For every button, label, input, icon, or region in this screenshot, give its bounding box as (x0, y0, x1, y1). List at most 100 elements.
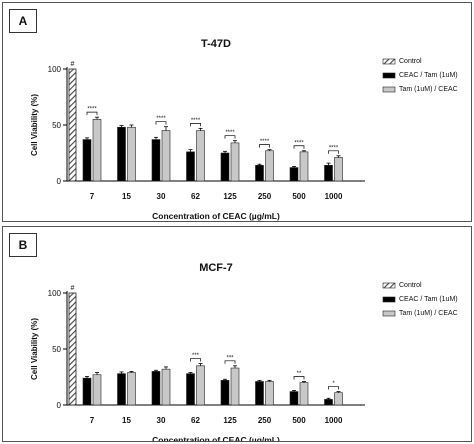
bar-ceac-tam (186, 151, 195, 182)
panel-letter-b: B (9, 233, 37, 257)
x-tick-label: 1000 (325, 192, 343, 201)
bar-tam-ceac (92, 374, 102, 406)
bar-ceac-tam (151, 139, 161, 182)
significance-bracket (155, 121, 167, 125)
bar-tam-ceac (265, 150, 274, 182)
significance-bracket (328, 150, 339, 154)
bar-ceac-tam (220, 380, 230, 406)
x-tick-label: 7 (90, 416, 95, 425)
y-tick-label: 50 (52, 345, 61, 354)
x-tick-label: 500 (292, 192, 306, 201)
y-axis-label: Cell Viability (%) (30, 318, 39, 380)
significance-bracket (190, 123, 201, 127)
x-axis-label: Concentration of CEAC (µg/mL) (152, 435, 280, 441)
x-tick-label: 125 (223, 192, 237, 201)
x-tick-label: 250 (258, 416, 272, 425)
bar-tam-ceac (334, 157, 343, 182)
control-annotation: # (71, 285, 75, 292)
significance-label: *** (192, 353, 200, 359)
significance-label: *** (226, 355, 234, 361)
panel-b: B MCF-7 0 50 100 Cell Viability (%) #7 15 30 62 *… (2, 226, 472, 442)
x-tick-label: 30 (157, 416, 166, 425)
significance-bracket (293, 145, 305, 149)
bar-tam-ceac (299, 151, 309, 182)
bar-tam-ceac (196, 130, 205, 182)
legend-ceac-tam-label: CEAC / Tam (1uM) (399, 296, 458, 303)
chart-title: MCF-7 (199, 262, 233, 274)
significance-label: **** (260, 139, 270, 145)
bar-ceac-tam (82, 377, 92, 406)
panel-a: A T-47D 0 50 100 Cell Viability (%) #7 **** 15 3… (2, 2, 472, 222)
bar-ceac-tam (186, 373, 195, 406)
x-tick-label: 30 (157, 192, 166, 201)
y-tick-label: 100 (48, 65, 62, 74)
bar-ceac-tam (289, 167, 299, 182)
x-tick-label: 125 (223, 416, 237, 425)
x-tick-label: 15 (122, 416, 131, 425)
bar-tam-ceac (196, 365, 205, 406)
chart-title: T-47D (201, 38, 231, 50)
bar-tam-ceac (127, 372, 136, 406)
legend-tam-ceac-label: Tam (1uM) / CEAC (399, 310, 458, 317)
bar-tam-ceac (92, 119, 102, 182)
y-tick-label: 0 (57, 401, 62, 410)
bar-ceac-tam (220, 152, 230, 182)
x-tick-label: 15 (122, 192, 131, 201)
control-annotation: # (71, 61, 75, 68)
bar-tam-ceac (161, 368, 171, 406)
significance-bracket (224, 135, 236, 139)
x-axis-label: Concentration of CEAC (µg/mL) (152, 211, 280, 221)
significance-bracket (224, 360, 236, 364)
x-tick-label: 1000 (325, 416, 343, 425)
y-axis-label: Cell Viability (%) (30, 94, 39, 156)
x-tick-label: 250 (258, 192, 272, 201)
bar-ceac-tam (289, 391, 299, 406)
significance-label: **** (225, 130, 235, 136)
bar-ceac-tam (117, 126, 126, 182)
x-tick-label: 62 (191, 192, 200, 201)
bar-tam-ceac (299, 382, 309, 406)
significance-label: **** (294, 140, 304, 146)
significance-label: ** (297, 371, 302, 377)
bar-tam-ceac (230, 367, 240, 406)
legend-ceac-tam-swatch (382, 72, 396, 79)
bar-tam-ceac (127, 126, 136, 182)
bar-ceac-tam (255, 381, 264, 406)
bar-ceac-tam (324, 165, 333, 182)
legend-ceac-tam-label: CEAC / Tam (1uM) (399, 72, 458, 79)
significance-bracket (190, 358, 201, 362)
significance-bracket (293, 376, 305, 380)
x-tick-label: 500 (292, 416, 306, 425)
legend-tam-ceac-swatch (382, 310, 396, 317)
chart-t47d: T-47D 0 50 100 Cell Viability (%) #7 **** 15 30 *… (30, 38, 458, 221)
significance-bracket (328, 386, 339, 390)
bar-ceac-tam (255, 165, 264, 182)
legend-control-label: Control (399, 58, 422, 65)
bar-tam-ceac (161, 130, 171, 182)
significance-label: **** (87, 107, 97, 113)
bar-control (68, 68, 77, 182)
y-tick-label: 100 (48, 289, 62, 298)
bar-tam-ceac (334, 392, 343, 406)
significance-bracket (259, 144, 270, 148)
bar-ceac-tam (324, 399, 333, 406)
significance-label: **** (329, 145, 339, 151)
bar-tam-ceac (230, 142, 240, 182)
significance-label: **** (156, 116, 166, 122)
legend-control-swatch (382, 58, 396, 65)
significance-label: **** (191, 118, 201, 124)
bar-ceac-tam (82, 139, 92, 182)
legend-ceac-tam-swatch (382, 296, 396, 303)
bar-ceac-tam (117, 373, 126, 406)
y-tick-label: 0 (57, 177, 62, 186)
significance-label: * (332, 381, 335, 387)
bar-control (68, 292, 77, 406)
y-tick-label: 50 (52, 121, 61, 130)
legend-control-swatch (382, 282, 396, 289)
bar-tam-ceac (265, 381, 274, 406)
legend-tam-ceac-swatch (382, 86, 396, 93)
bar-ceac-tam (151, 371, 161, 406)
legend-control-label: Control (399, 282, 422, 289)
